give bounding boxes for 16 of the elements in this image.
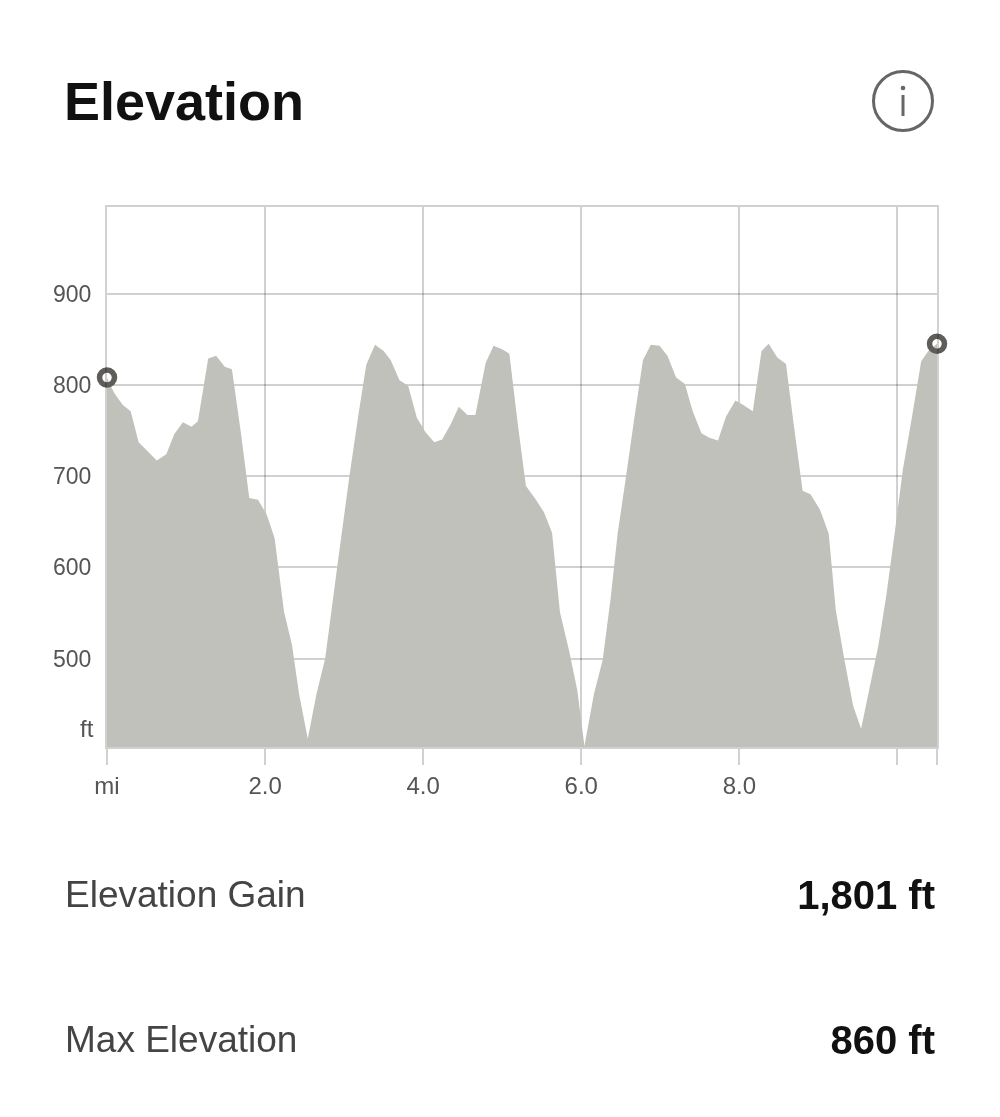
- text: Max Elevation: [65, 1018, 298, 1062]
- x-tick-label: mi: [94, 771, 120, 799]
- y-tick-label: 600: [53, 554, 92, 581]
- text: 860 ft: [830, 1017, 935, 1064]
- x-tick-label: 4.0: [406, 771, 440, 799]
- text: Elevation Gain: [65, 873, 306, 917]
- y-tick-label: 500: [53, 645, 92, 672]
- x-tick-label: 2.0: [248, 771, 282, 799]
- y-tick-label: 800: [53, 371, 92, 398]
- x-tick-label: 6.0: [564, 771, 598, 799]
- y-tick-label: 900: [53, 280, 92, 307]
- y-tick-label: 700: [53, 463, 92, 490]
- x-tick-label: 8.0: [722, 771, 757, 799]
- y-axis-title: ft: [80, 715, 94, 742]
- text: 1,801 ft: [797, 872, 935, 919]
- chart-title: Elevation: [64, 70, 305, 132]
